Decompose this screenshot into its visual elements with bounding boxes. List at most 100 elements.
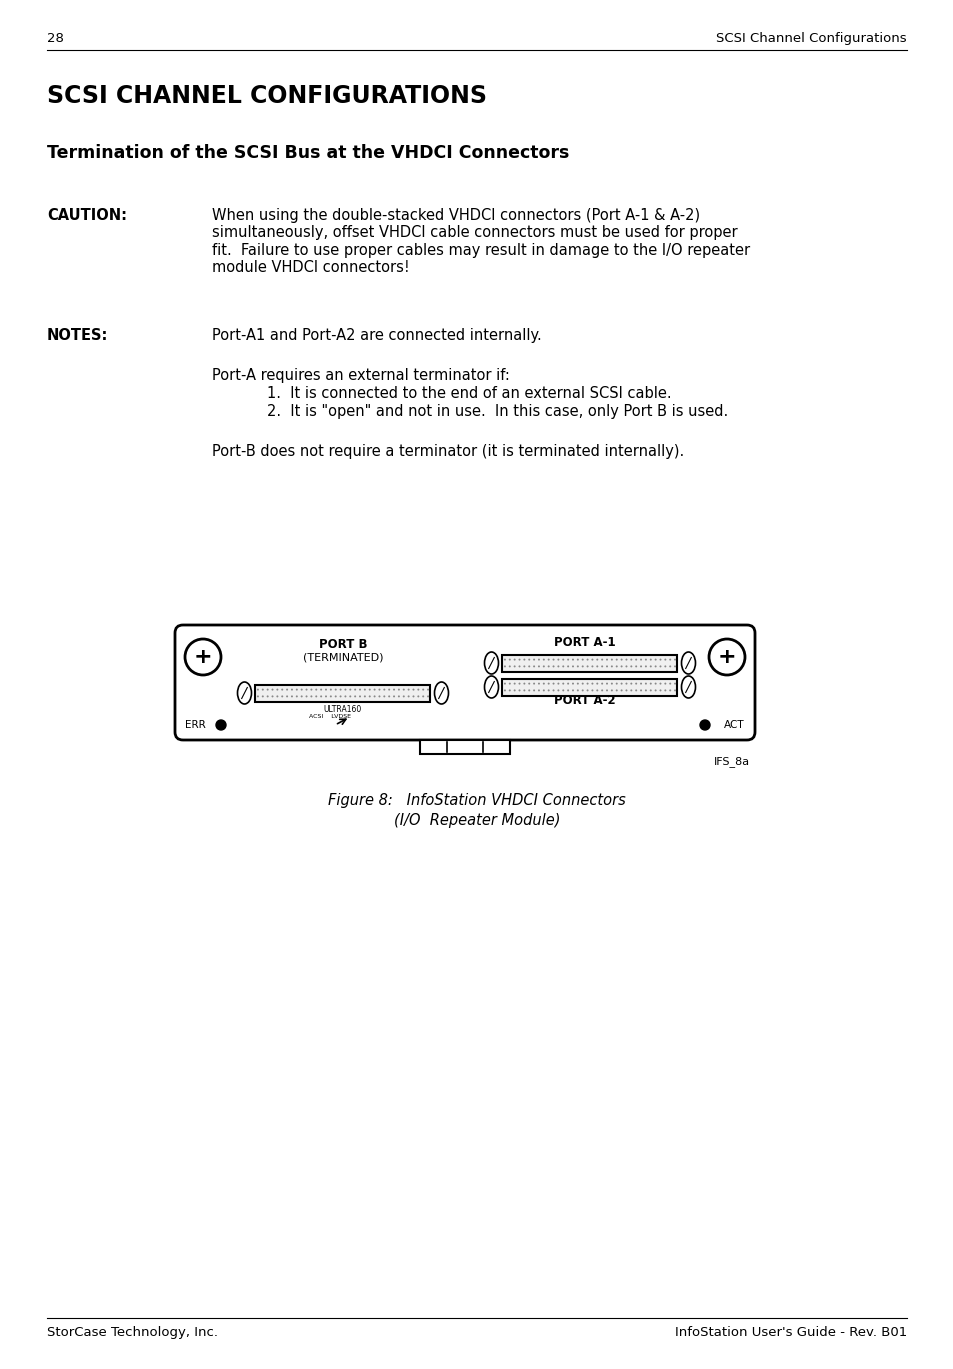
Circle shape <box>654 665 656 668</box>
Circle shape <box>533 658 535 661</box>
Circle shape <box>596 658 598 661</box>
Text: 1.  It is connected to the end of an external SCSI cable.: 1. It is connected to the end of an exte… <box>267 386 671 401</box>
Circle shape <box>349 695 351 697</box>
Circle shape <box>674 658 676 661</box>
Circle shape <box>596 683 598 684</box>
Circle shape <box>639 658 641 661</box>
Circle shape <box>600 683 602 684</box>
Circle shape <box>566 690 569 691</box>
Circle shape <box>286 695 288 697</box>
Circle shape <box>625 658 627 661</box>
Bar <box>419 741 510 754</box>
Circle shape <box>523 683 525 684</box>
Circle shape <box>402 695 404 697</box>
Circle shape <box>533 690 535 691</box>
Text: simultaneously, offset VHDCI cable connectors must be used for proper: simultaneously, offset VHDCI cable conne… <box>212 226 737 241</box>
Circle shape <box>572 665 574 668</box>
Text: StorCase Technology, Inc.: StorCase Technology, Inc. <box>47 1327 218 1339</box>
Circle shape <box>542 683 544 684</box>
Text: PORT A-2: PORT A-2 <box>554 694 616 706</box>
Circle shape <box>388 689 390 690</box>
Circle shape <box>369 689 371 690</box>
Circle shape <box>577 665 578 668</box>
Circle shape <box>572 658 574 661</box>
Circle shape <box>635 683 637 684</box>
Circle shape <box>649 683 651 684</box>
Circle shape <box>566 658 569 661</box>
Circle shape <box>314 695 317 697</box>
Text: InfoStation User's Guide - Rev. B01: InfoStation User's Guide - Rev. B01 <box>674 1327 906 1339</box>
Circle shape <box>600 665 602 668</box>
Circle shape <box>610 683 612 684</box>
Circle shape <box>427 689 429 690</box>
Text: +: + <box>193 648 213 667</box>
Text: module VHDCI connectors!: module VHDCI connectors! <box>212 260 410 275</box>
Ellipse shape <box>680 652 695 674</box>
Circle shape <box>300 695 302 697</box>
Circle shape <box>272 689 274 690</box>
Circle shape <box>295 695 297 697</box>
Circle shape <box>620 658 622 661</box>
Circle shape <box>310 689 312 690</box>
Circle shape <box>344 689 346 690</box>
Circle shape <box>547 658 549 661</box>
Circle shape <box>557 690 558 691</box>
Circle shape <box>523 690 525 691</box>
Text: (TERMINATED): (TERMINATED) <box>302 653 383 663</box>
Circle shape <box>325 689 327 690</box>
Circle shape <box>577 690 578 691</box>
Circle shape <box>422 689 424 690</box>
Circle shape <box>639 690 641 691</box>
Circle shape <box>276 695 278 697</box>
Circle shape <box>354 695 355 697</box>
Circle shape <box>523 665 525 668</box>
Circle shape <box>615 690 618 691</box>
Circle shape <box>537 690 539 691</box>
Circle shape <box>561 665 563 668</box>
Bar <box>255 684 430 701</box>
Circle shape <box>557 683 558 684</box>
Circle shape <box>378 695 380 697</box>
Circle shape <box>354 689 355 690</box>
Circle shape <box>674 683 676 684</box>
Circle shape <box>518 665 520 668</box>
Circle shape <box>586 683 588 684</box>
Circle shape <box>674 690 676 691</box>
Circle shape <box>625 690 627 691</box>
Circle shape <box>378 689 380 690</box>
Circle shape <box>344 695 346 697</box>
Circle shape <box>407 689 409 690</box>
Circle shape <box>668 658 671 661</box>
Text: ACT: ACT <box>723 720 744 730</box>
Ellipse shape <box>484 676 498 698</box>
Circle shape <box>542 658 544 661</box>
Circle shape <box>547 665 549 668</box>
Circle shape <box>281 689 283 690</box>
Circle shape <box>663 690 665 691</box>
Circle shape <box>644 690 646 691</box>
Circle shape <box>620 683 622 684</box>
Circle shape <box>639 665 641 668</box>
Circle shape <box>508 658 510 661</box>
Circle shape <box>552 690 554 691</box>
Circle shape <box>518 690 520 691</box>
Circle shape <box>600 658 602 661</box>
Circle shape <box>388 695 390 697</box>
Circle shape <box>586 665 588 668</box>
Ellipse shape <box>680 676 695 698</box>
Circle shape <box>291 689 293 690</box>
Circle shape <box>620 690 622 691</box>
Circle shape <box>513 665 516 668</box>
Circle shape <box>416 689 419 690</box>
Bar <box>502 679 677 695</box>
Circle shape <box>533 683 535 684</box>
Circle shape <box>586 690 588 691</box>
Text: PORT B: PORT B <box>318 638 367 652</box>
Circle shape <box>363 695 366 697</box>
Circle shape <box>649 665 651 668</box>
Circle shape <box>537 665 539 668</box>
Circle shape <box>393 695 395 697</box>
Circle shape <box>374 689 375 690</box>
Text: SCSI CHANNEL CONFIGURATIONS: SCSI CHANNEL CONFIGURATIONS <box>47 84 486 108</box>
Circle shape <box>339 689 341 690</box>
